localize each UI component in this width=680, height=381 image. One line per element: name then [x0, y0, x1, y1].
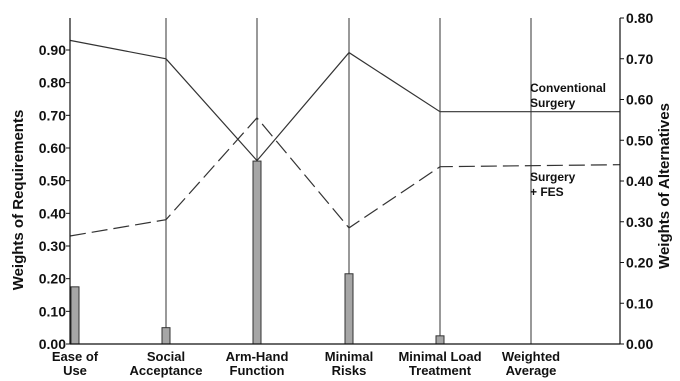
category-label: Weighted Average	[502, 349, 560, 378]
category-label: Arm-Hand Function	[226, 349, 289, 378]
left-tick-label: 0.30	[39, 238, 66, 254]
right-tick-label: 0.40	[626, 173, 653, 189]
requirement-bar	[70, 286, 80, 345]
right-tick-label: 0.30	[626, 214, 653, 230]
surgery-fes-line	[69, 116, 621, 237]
category-label: Minimal Risks	[325, 349, 373, 378]
right-tick-label: 0.10	[626, 295, 653, 311]
left-tick-label: 0.10	[39, 303, 66, 319]
category-label: Minimal Load Treatment	[398, 349, 481, 378]
right-tick-label: 0.60	[626, 92, 653, 108]
requirement-bar	[161, 327, 171, 345]
requirement-bar	[344, 273, 354, 345]
requirement-bars	[70, 160, 445, 345]
left-tick-label: 0.50	[39, 173, 66, 189]
right-tick-label: 0.70	[626, 51, 653, 67]
left-tick-label: 0.20	[39, 271, 66, 287]
left-tick-label: 0.90	[39, 42, 66, 58]
category-labels: Ease of Use Social Acceptance Arm-Hand Functi…	[52, 349, 560, 378]
right-tick-label: 0.20	[626, 255, 653, 271]
category-label: Social Acceptance	[130, 349, 203, 378]
requirement-bar	[252, 160, 262, 345]
right-tick-label: 0.80	[626, 10, 653, 26]
surgery-fes-label: Surgery + FES	[530, 170, 576, 199]
tick-labels: 0.00 0.10 0.20 0.30 0.40 0.50 0.60 0.70 0.80 0.90…	[39, 10, 654, 352]
requirement-bar	[435, 335, 445, 345]
alternative-lines	[69, 39, 621, 237]
series-labels: Conventional Surgery Surgery + FES	[530, 81, 606, 199]
conventional-surgery-label: Conventional Surgery	[530, 81, 606, 110]
right-axis-title: Weights of Alternatives	[656, 103, 673, 269]
right-tick-label: 0.00	[626, 336, 653, 352]
right-tick-label: 0.50	[626, 132, 653, 148]
left-tick-label: 0.70	[39, 107, 66, 123]
left-tick-label: 0.00	[39, 336, 66, 352]
left-axis-title: Weights of Requirements	[10, 110, 27, 291]
left-tick-label: 0.80	[39, 75, 66, 91]
axes	[66, 17, 624, 345]
category-label: Ease of Use	[52, 349, 99, 378]
left-tick-label: 0.60	[39, 140, 66, 156]
conventional-surgery-line	[69, 39, 620, 162]
left-tick-label: 0.40	[39, 205, 66, 221]
